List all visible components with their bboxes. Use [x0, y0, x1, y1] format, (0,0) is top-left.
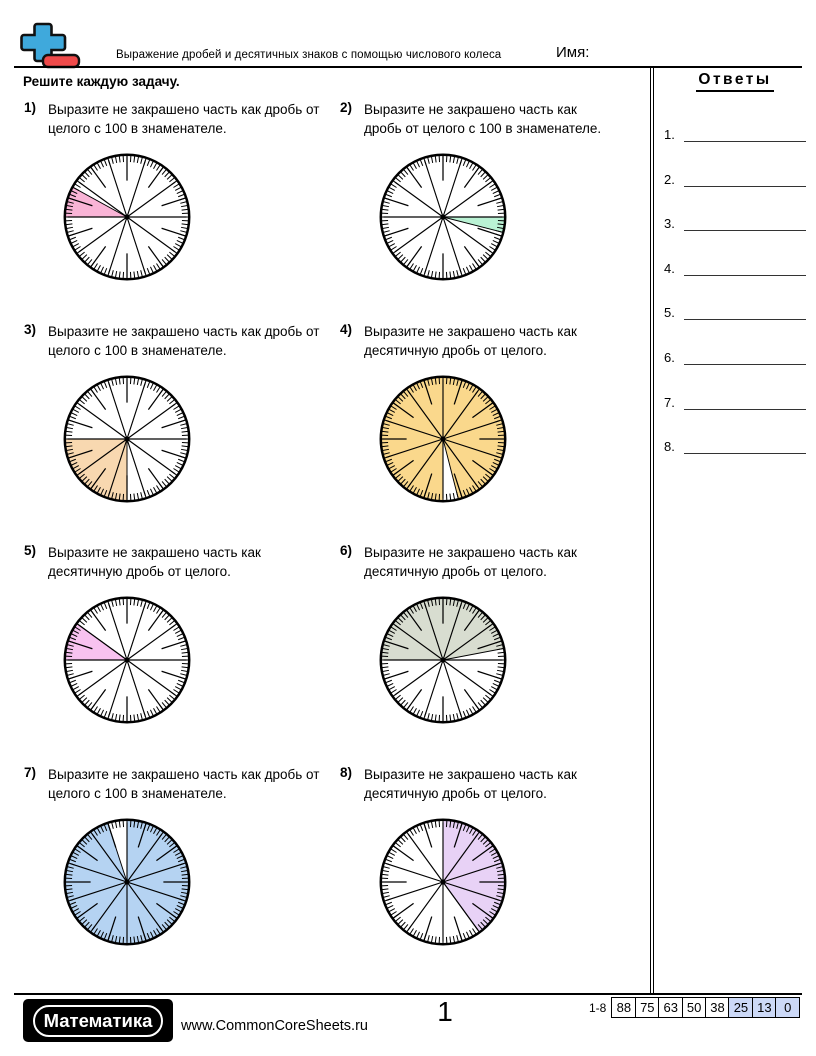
answer-number: 7. — [664, 394, 675, 410]
score-cell: 63 — [658, 997, 684, 1018]
answer-row: 4. — [664, 257, 806, 276]
score-cell: 38 — [705, 997, 731, 1018]
problem-block: 2) Выразите не закрашено часть как дробь … — [340, 100, 642, 284]
number-wheel — [376, 150, 510, 284]
answer-blank[interactable] — [683, 125, 806, 142]
answer-number: 1. — [664, 127, 675, 142]
footer-divider — [14, 993, 802, 996]
problem-block: 6) Выразите не закрашено часть как десяти… — [340, 543, 642, 727]
answer-blank[interactable] — [683, 170, 806, 187]
answer-blank[interactable] — [683, 348, 806, 365]
score-table: 88 75 63 50 38 25 13 0 — [611, 997, 801, 1018]
answers-list: 1. 2. 3. 4. 5. 6. 7. 8. — [660, 123, 810, 455]
name-label: Имя: — [556, 44, 590, 61]
header-divider — [14, 66, 802, 69]
answers-separator — [650, 68, 654, 993]
problem-text: Выразите не закрашено часть как дробь от… — [48, 767, 320, 801]
score-cell: 0 — [775, 997, 801, 1018]
problem-block: 3) Выразите не закрашено часть как дробь … — [24, 322, 326, 506]
number-wheel — [376, 372, 510, 506]
worksheet-title: Выражение дробей и десятичных знаков с п… — [116, 49, 502, 61]
score-cell: 75 — [634, 997, 660, 1018]
answers-panel: Ответы 1. 2. 3. 4. 5. 6. 7. 8. — [660, 71, 810, 480]
answer-row: 1. — [664, 123, 806, 142]
answer-number: 3. — [664, 216, 675, 232]
problem-block: 8) Выразите не закрашено часть как десяти… — [340, 765, 642, 949]
problem-number: 7) — [24, 765, 37, 780]
answer-number: 2. — [664, 171, 675, 187]
problem-text: Выразите не закрашено часть как десятичн… — [364, 767, 577, 801]
score-cell: 88 — [611, 997, 637, 1018]
score-range-label: 1-8 — [589, 1001, 607, 1015]
problem-text: Выразите не закрашено часть как десятичн… — [364, 324, 577, 358]
problem-block: 7) Выразите не закрашено часть как дробь … — [24, 765, 326, 949]
answer-row: 8. — [664, 435, 806, 455]
brand-badge: Математика — [23, 999, 173, 1042]
score-cell: 50 — [681, 997, 707, 1018]
answer-row: 7. — [664, 391, 806, 410]
score-cell: 13 — [751, 997, 777, 1018]
number-wheel — [60, 815, 194, 949]
answer-row: 3. — [664, 212, 806, 232]
problem-number: 1) — [24, 100, 37, 115]
answer-number: 8. — [664, 439, 675, 455]
problem-text: Выразите не закрашено часть как дробь от… — [48, 102, 320, 136]
number-wheel — [60, 372, 194, 506]
answer-row: 2. — [664, 168, 806, 187]
answer-number: 4. — [664, 260, 675, 276]
brand-label: Математика — [32, 1004, 164, 1037]
score-cell: 25 — [728, 997, 754, 1018]
problem-text: Выразите не закрашено часть как дробь от… — [48, 324, 320, 358]
problem-block: 1) Выразите не закрашено часть как дробь … — [24, 100, 326, 284]
problem-block: 4) Выразите не закрашено часть как десяти… — [340, 322, 642, 506]
answer-blank[interactable] — [683, 214, 806, 232]
answer-row: 6. — [664, 346, 806, 365]
problem-number: 6) — [340, 543, 353, 558]
instructions: Решите каждую задачу. — [23, 74, 180, 89]
problem-number: 5) — [24, 543, 37, 558]
answer-number: 6. — [664, 349, 675, 365]
answer-blank[interactable] — [683, 259, 806, 276]
plus-minus-icon — [20, 22, 81, 69]
problem-number: 4) — [340, 322, 353, 337]
number-wheel — [376, 815, 510, 949]
problem-number: 2) — [340, 100, 353, 115]
problem-number: 8) — [340, 765, 353, 780]
answer-row: 5. — [664, 301, 806, 321]
problem-block: 5) Выразите не закрашено часть как десяти… — [24, 543, 326, 727]
problem-text: Выразите не закрашено часть как десятичн… — [364, 545, 577, 579]
answer-blank[interactable] — [683, 393, 806, 410]
answer-number: 5. — [664, 305, 675, 321]
number-wheel — [376, 593, 510, 727]
number-wheel — [60, 593, 194, 727]
problem-text: Выразите не закрашено часть как десятичн… — [48, 545, 261, 579]
website-text: www.CommonCoreSheets.ru — [181, 1018, 368, 1034]
number-wheel — [60, 150, 194, 284]
answers-title: Ответы — [696, 71, 774, 92]
answer-blank[interactable] — [683, 303, 806, 321]
problem-number: 3) — [24, 322, 37, 337]
problem-text: Выразите не закрашено часть как дробь от… — [364, 102, 602, 136]
page-number: 1 — [437, 996, 453, 1027]
answer-blank[interactable] — [683, 437, 806, 455]
